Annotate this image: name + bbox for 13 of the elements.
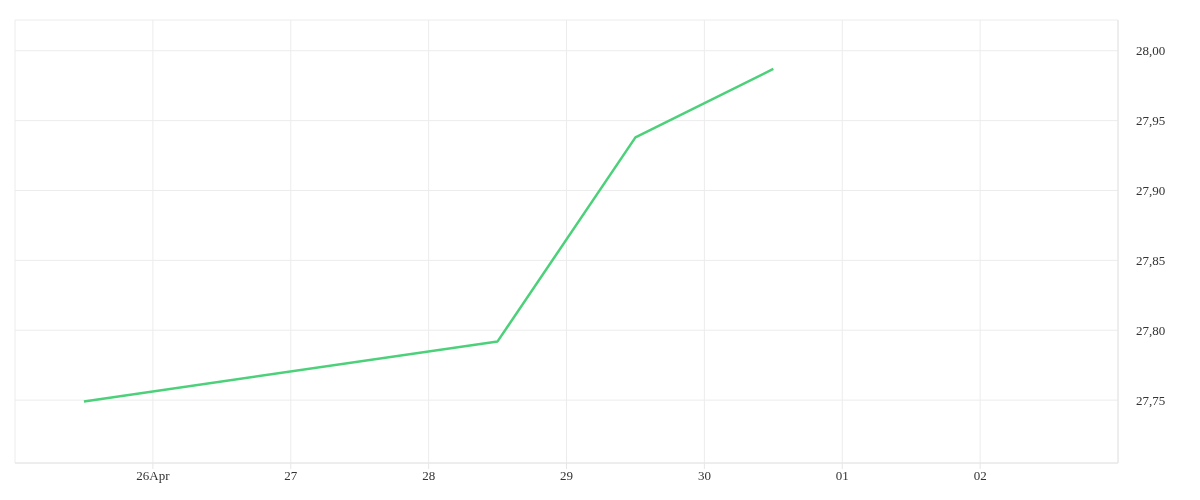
y-tick-label: 27,90 (1136, 183, 1166, 199)
x-tick-label: 30 (697, 468, 711, 484)
x-tick-label: 01 (835, 468, 849, 484)
y-tick-label: 27,75 (1136, 392, 1166, 408)
y-tick-label: 28,00 (1136, 43, 1166, 59)
x-tick-label: 27 (284, 468, 298, 484)
x-tick-label: 28 (422, 468, 436, 484)
y-tick-label: 27,95 (1136, 113, 1166, 129)
x-tick-label: 26Apr (136, 468, 171, 484)
y-tick-label: 27,80 (1136, 322, 1166, 338)
y-tick-label: 27,85 (1136, 252, 1166, 268)
x-tick-label: 29 (560, 468, 573, 484)
x-tick-label: 02 (973, 468, 987, 484)
